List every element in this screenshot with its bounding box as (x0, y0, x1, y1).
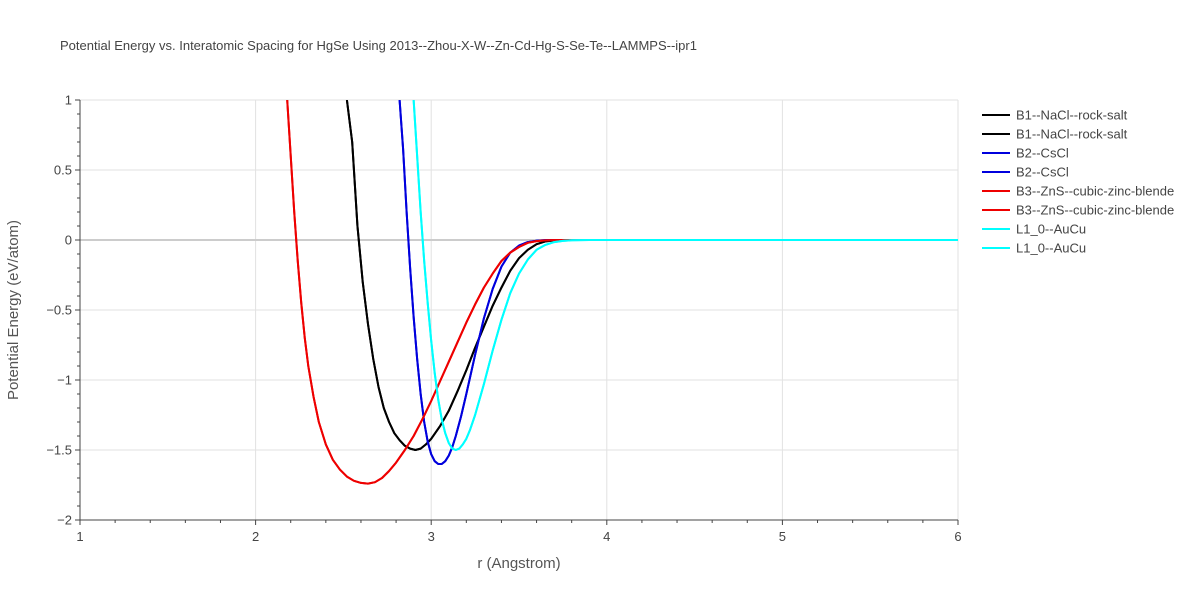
legend-label: B1--NaCl--rock-salt (1016, 127, 1128, 142)
y-tick-label: 0 (65, 233, 72, 248)
legend-item[interactable]: B1--NaCl--rock-salt (982, 127, 1128, 142)
y-tick-label: −1 (57, 373, 72, 388)
series-line-5 (286, 100, 958, 485)
y-tick-label: 0.5 (54, 163, 72, 178)
legend-item[interactable]: L1_0--AuCu (982, 241, 1086, 256)
axes (75, 99, 959, 525)
series-line-7 (412, 100, 958, 451)
x-axis-title: r (Angstrom) (477, 555, 560, 572)
x-tick-label: 5 (779, 529, 786, 544)
x-tick-label: 1 (76, 529, 83, 544)
series-layer (286, 100, 958, 485)
legend-label: L1_0--AuCu (1016, 222, 1086, 237)
x-tick-label: 2 (252, 529, 259, 544)
legend-item[interactable]: B1--NaCl--rock-salt (982, 108, 1128, 123)
y-axis-title: Potential Energy (eV/atom) (5, 220, 22, 400)
y-tick-label: 1 (65, 93, 72, 108)
y-tick-label: −0.5 (46, 303, 72, 318)
series-line-3 (398, 100, 958, 465)
x-tick-label: 3 (428, 529, 435, 544)
legend-label: B2--CsCl (1016, 146, 1069, 161)
series-line-8 (412, 100, 958, 451)
legend-label: B3--ZnS--cubic-zinc-blende (1016, 203, 1174, 218)
y-tick-label: −2 (57, 513, 72, 528)
legend: B1--NaCl--rock-salt B1--NaCl--rock-salt B2… (982, 108, 1174, 256)
y-tick-label: −1.5 (46, 443, 72, 458)
legend-item[interactable]: L1_0--AuCu (982, 222, 1086, 237)
series-line-6 (286, 100, 958, 485)
legend-item[interactable]: B2--CsCl (982, 165, 1069, 180)
legend-item[interactable]: B3--ZnS--cubic-zinc-blende (982, 184, 1174, 199)
tick-labels: 1 2 3 4 5 6 1 0.5 0 −0.5 −1 −1.5 −2 (46, 93, 961, 545)
legend-label: B3--ZnS--cubic-zinc-blende (1016, 184, 1174, 199)
legend-label: L1_0--AuCu (1016, 241, 1086, 256)
x-tick-label: 6 (954, 529, 961, 544)
series-line-4 (398, 100, 958, 465)
chart-title: Potential Energy vs. Interatomic Spacing… (60, 38, 697, 53)
grid (80, 99, 959, 520)
legend-item[interactable]: B3--ZnS--cubic-zinc-blende (982, 203, 1174, 218)
legend-label: B2--CsCl (1016, 165, 1069, 180)
x-tick-label: 4 (603, 529, 610, 544)
legend-label: B1--NaCl--rock-salt (1016, 108, 1128, 123)
legend-item[interactable]: B2--CsCl (982, 146, 1069, 161)
